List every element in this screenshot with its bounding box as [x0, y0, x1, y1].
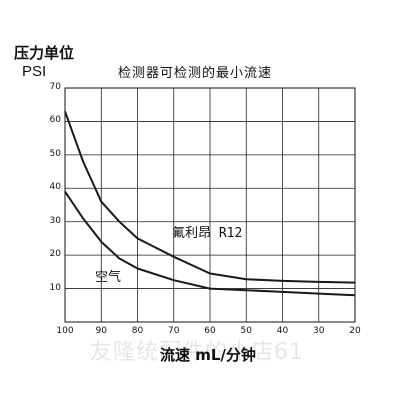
x-tick-label: 90: [95, 326, 107, 336]
x-tick-label: 80: [131, 326, 144, 336]
grid: [64, 87, 356, 322]
y-tick-label: 30: [49, 215, 61, 226]
plot-frame: [64, 87, 356, 323]
x-tick-label: 40: [276, 326, 289, 336]
series-line-1: [64, 191, 356, 297]
x-axis-label: 流速 mL/分钟: [160, 346, 256, 364]
x-tick-label: 100: [56, 326, 74, 336]
y-tick-label: 20: [49, 249, 61, 260]
y-tick-label: 10: [49, 282, 61, 293]
y-tick-label: 60: [49, 115, 61, 126]
x-tick-label: 30: [313, 326, 325, 336]
x-tick-label: 50: [240, 326, 252, 336]
y-tick-label: 40: [49, 182, 61, 193]
series-line-0: [64, 111, 356, 284]
x-tick-label: 70: [168, 326, 180, 336]
x-tick-label: 20: [349, 326, 361, 336]
chart-title: 检测器可检测的最小流速: [118, 66, 273, 81]
x-tick-label: 60: [204, 326, 216, 336]
y-tick-label: 50: [49, 148, 61, 159]
watermark-text: 友隆统配件的小店61: [90, 340, 304, 365]
series-label-air: 空气: [95, 270, 122, 285]
series-label-freon: 氟利昂 R12: [172, 226, 243, 241]
y-axis-label: 压力单位: [14, 44, 75, 62]
plot-border: [64, 87, 356, 323]
y-axis-unit: PSI: [22, 63, 47, 80]
series-lines: [64, 111, 356, 297]
y-tick-label: 70: [49, 82, 61, 92]
